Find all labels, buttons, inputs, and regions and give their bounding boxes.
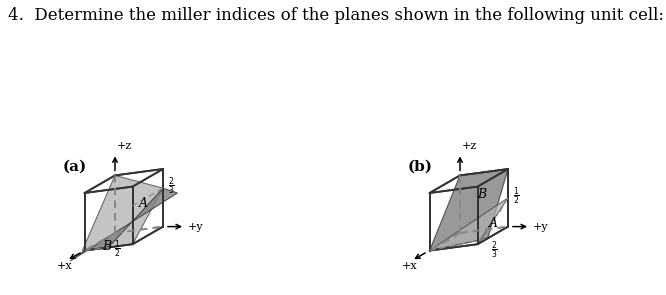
Text: $\frac{1}{2}$: $\frac{1}{2}$ bbox=[513, 185, 520, 206]
Text: A: A bbox=[139, 197, 148, 210]
Text: B: B bbox=[103, 240, 112, 253]
Text: +y: +y bbox=[533, 222, 549, 232]
Text: (a): (a) bbox=[63, 159, 87, 173]
Polygon shape bbox=[82, 176, 163, 251]
Text: 4.  Determine the miller indices of the planes shown in the following unit cell:: 4. Determine the miller indices of the p… bbox=[8, 7, 664, 24]
Text: $\frac{1}{2}$: $\frac{1}{2}$ bbox=[114, 239, 121, 260]
Text: +y: +y bbox=[188, 222, 204, 232]
Text: +z: +z bbox=[462, 141, 478, 151]
Polygon shape bbox=[70, 188, 177, 261]
Text: +x: +x bbox=[402, 260, 417, 271]
Polygon shape bbox=[430, 169, 508, 250]
Text: A: A bbox=[489, 217, 498, 230]
Text: $\frac{2}{3}$: $\frac{2}{3}$ bbox=[168, 176, 175, 197]
Text: +x: +x bbox=[57, 260, 72, 271]
Text: $\frac{2}{3}$: $\frac{2}{3}$ bbox=[491, 240, 498, 261]
Text: (b): (b) bbox=[408, 159, 433, 173]
Polygon shape bbox=[430, 198, 508, 250]
Text: +z: +z bbox=[117, 141, 133, 151]
Text: B: B bbox=[477, 188, 486, 201]
